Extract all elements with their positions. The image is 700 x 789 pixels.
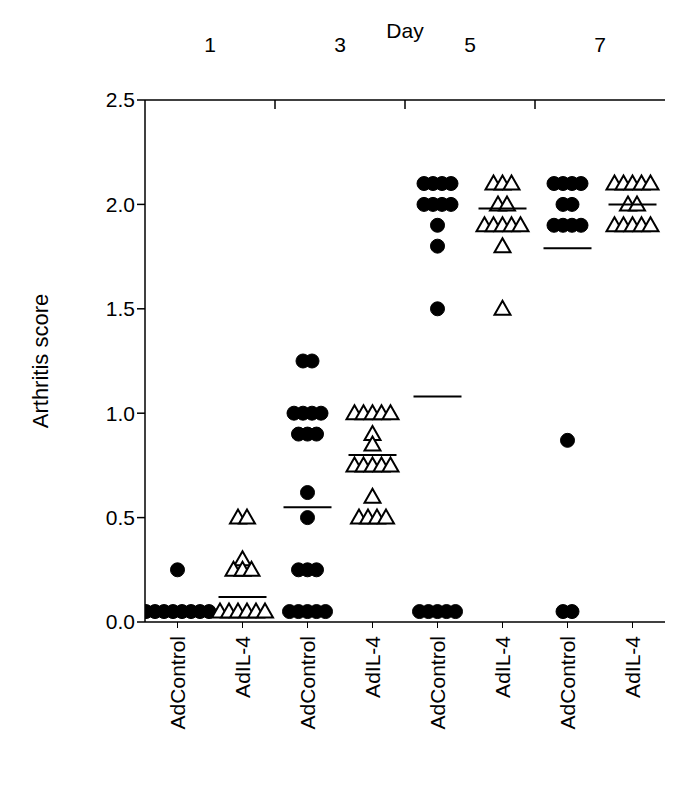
svg-text:1: 1: [204, 33, 216, 56]
svg-text:2.5: 2.5: [106, 88, 135, 111]
svg-text:AdIL-4: AdIL-4: [491, 636, 514, 698]
svg-text:AdIL-4: AdIL-4: [621, 636, 644, 698]
svg-text:7: 7: [594, 33, 606, 56]
svg-text:Arthritis score: Arthritis score: [28, 294, 53, 428]
svg-text:AdControl: AdControl: [296, 636, 319, 729]
svg-text:AdControl: AdControl: [166, 636, 189, 729]
svg-text:0.0: 0.0: [106, 610, 135, 633]
svg-text:0.5: 0.5: [106, 506, 135, 529]
svg-text:1.0: 1.0: [106, 402, 135, 425]
svg-text:AdControl: AdControl: [556, 636, 579, 729]
svg-text:5: 5: [464, 33, 476, 56]
svg-text:AdControl: AdControl: [426, 636, 449, 729]
svg-text:1.5: 1.5: [106, 297, 135, 320]
svg-text:AdIL-4: AdIL-4: [361, 636, 384, 698]
svg-text:2.0: 2.0: [106, 193, 135, 216]
svg-text:Day: Day: [386, 19, 424, 42]
svg-text:AdIL-4: AdIL-4: [231, 636, 254, 698]
svg-text:3: 3: [334, 33, 346, 56]
